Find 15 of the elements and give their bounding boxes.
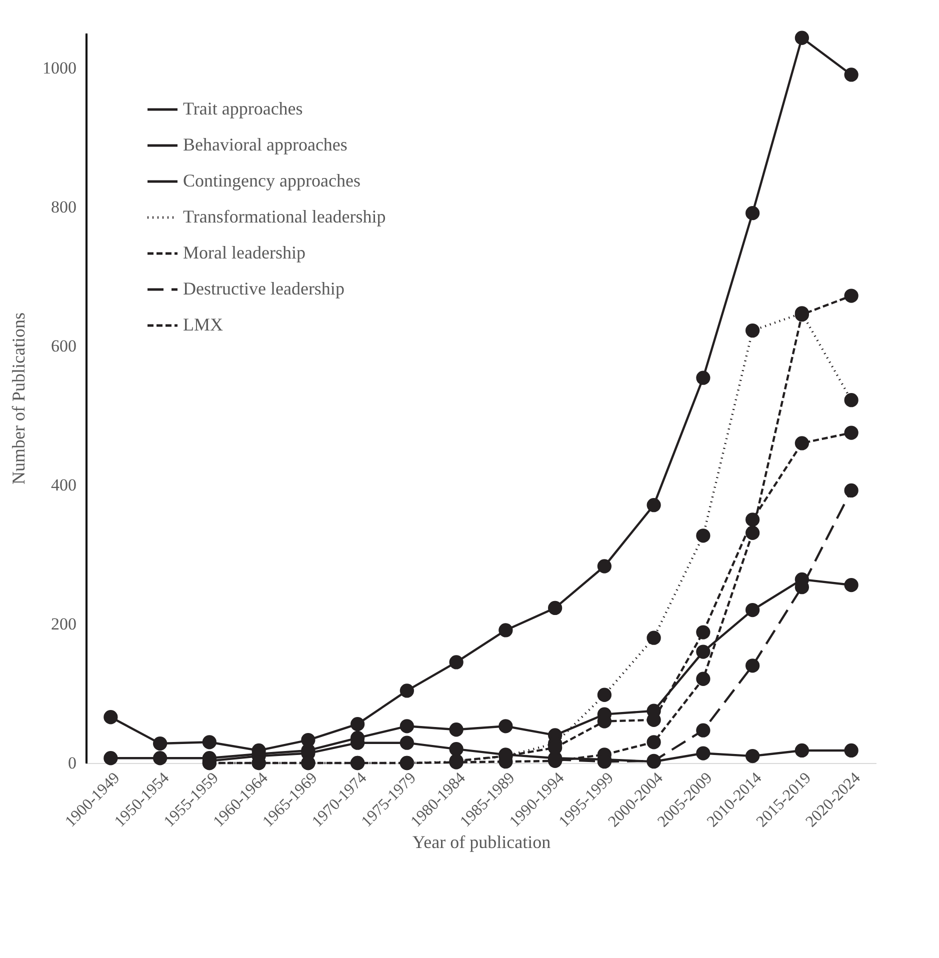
y-tick-label: 600 [51, 336, 76, 356]
legend-label: LMX [183, 314, 223, 334]
legend-label: Contingency approaches [183, 170, 360, 190]
y-tick-label: 400 [51, 475, 76, 494]
y-tick-label: 800 [51, 197, 76, 216]
legend-label: Destructive leadership [183, 278, 344, 298]
legend-label: Trait approaches [183, 98, 303, 118]
x-axis-title: Year of publication [412, 832, 551, 852]
legend-label: Transformational leadership [183, 206, 386, 226]
legend-label: Behavioral approaches [183, 134, 348, 154]
legend-label: Moral leadership [183, 242, 306, 262]
y-tick-label: 200 [51, 614, 76, 634]
y-axis-title: Number of Publications [8, 312, 28, 484]
y-tick-label: 0 [68, 754, 76, 772]
y-tick-label: 1000 [42, 58, 76, 78]
